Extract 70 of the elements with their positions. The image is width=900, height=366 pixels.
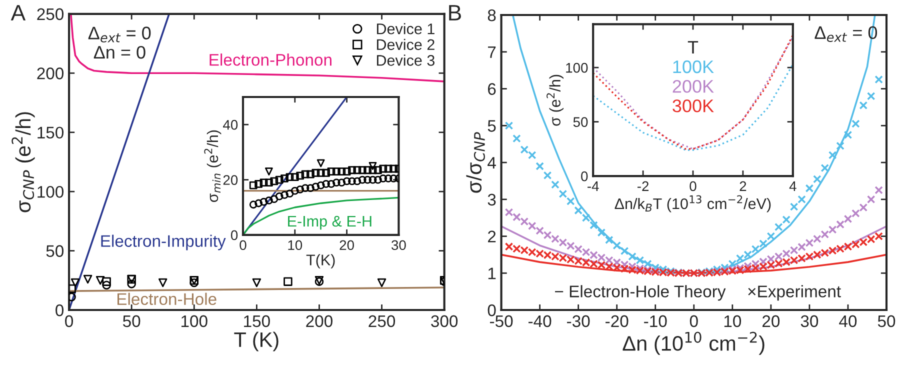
x-tick-label: -50 [490, 315, 513, 328]
y-tick-label: 200 [37, 68, 64, 80]
x-tick-label: 50 [122, 315, 140, 328]
legend-title: T [688, 41, 698, 54]
x-tick-label: 20 [340, 240, 354, 250]
y-tick-label: 0 [488, 304, 496, 316]
x-tick-label: 200 [306, 315, 332, 328]
annotation: Δn = 0 [94, 46, 146, 59]
y-tick-label: 5 [488, 120, 496, 132]
y-tick-label: 50 [573, 117, 588, 127]
x-tick-label: 10 [288, 240, 302, 250]
annotation: ×Experiment [748, 285, 841, 301]
x-tick-label: 50 [878, 315, 896, 328]
y-tick-label: 1 [488, 268, 496, 280]
x-tick-label: 0 [690, 181, 696, 192]
legend-label: Device 2 [376, 38, 434, 50]
x-tick-label: 2 [740, 181, 746, 191]
text: 200K [672, 80, 714, 93]
y-tick-label: 8 [488, 9, 496, 22]
y-tick-label: 250 [37, 8, 64, 20]
text: 100K [673, 60, 714, 74]
x-tick-label: -30 [567, 315, 590, 328]
y-tick-label: 0 [581, 171, 588, 182]
x-tick-label: 300 [431, 315, 458, 328]
x-tick-label: 150 [244, 315, 270, 328]
series-label: Electron-Impurity [101, 234, 226, 250]
y-tick-label: 150 [38, 126, 64, 139]
y-tick-label: 2 [488, 230, 496, 242]
series-label: Electron-Hole [117, 292, 216, 305]
x-tick-label: -40 [528, 315, 552, 328]
x-tick-label: 0 [240, 240, 246, 250]
x-tick-label: -10 [644, 315, 667, 328]
series-label: Electron-Phonon [210, 54, 332, 66]
y-tick-label: 0 [230, 230, 238, 240]
y-tick-label: 3 [488, 194, 496, 206]
x-axis-title: Δn (10$^{10}$ cm$^{−2}$) [622, 332, 764, 355]
x-tick-label: 10 [724, 315, 742, 328]
y-axis-title: σ (e$^{2}$/h) [546, 74, 564, 126]
legend-label: Device 3 [376, 54, 434, 66]
annotation: Δ$_{ext}$ = 0 [88, 26, 151, 42]
x-axis-title: Δn/k$_{B}$T (10$^{13}$ cm$^{−2}$/eV) [614, 195, 771, 212]
series-label: E-Imp & E-H [288, 216, 372, 230]
x-axis-title: T(K) [306, 254, 335, 268]
y-tick-label: 100 [566, 62, 588, 73]
annotation: − Electron-Hole Theory [555, 285, 726, 301]
text: B [449, 5, 461, 20]
x-tick-label: -2 [637, 181, 649, 191]
x-tick-label: 30 [800, 315, 818, 328]
y-tick-label: 7 [488, 46, 496, 58]
x-axis-title: T (K) [234, 332, 278, 352]
y-axis-title: σ/σ$_{CNP}$ [466, 132, 485, 193]
y-axis-title: σ$_{min}$ (e$^{2}$/h) [204, 130, 222, 202]
x-tick-label: -20 [606, 315, 628, 328]
x-tick-label: 4 [789, 181, 796, 191]
x-tick-label: 100 [182, 315, 208, 328]
y-axis-title: σ$_{CNP}$ (e$^{2}$/h) [12, 112, 35, 212]
y-tick-label: 0 [56, 304, 64, 316]
y-tick-label: 40 [223, 120, 238, 130]
y-tick-label: 6 [488, 83, 496, 95]
legend-label: Device 1 [376, 23, 434, 34]
x-tick-label: 40 [839, 315, 857, 328]
text: A [10, 5, 26, 20]
x-tick-label: -4 [588, 181, 599, 191]
x-tick-label: 250 [368, 315, 396, 328]
x-tick-label: 0 [690, 315, 698, 328]
x-tick-label: 0 [65, 315, 74, 328]
y-tick-label: 4 [488, 157, 496, 169]
series-label: 300K [672, 100, 714, 112]
x-tick-label: 30 [392, 240, 406, 250]
x-tick-label: 20 [762, 315, 780, 328]
